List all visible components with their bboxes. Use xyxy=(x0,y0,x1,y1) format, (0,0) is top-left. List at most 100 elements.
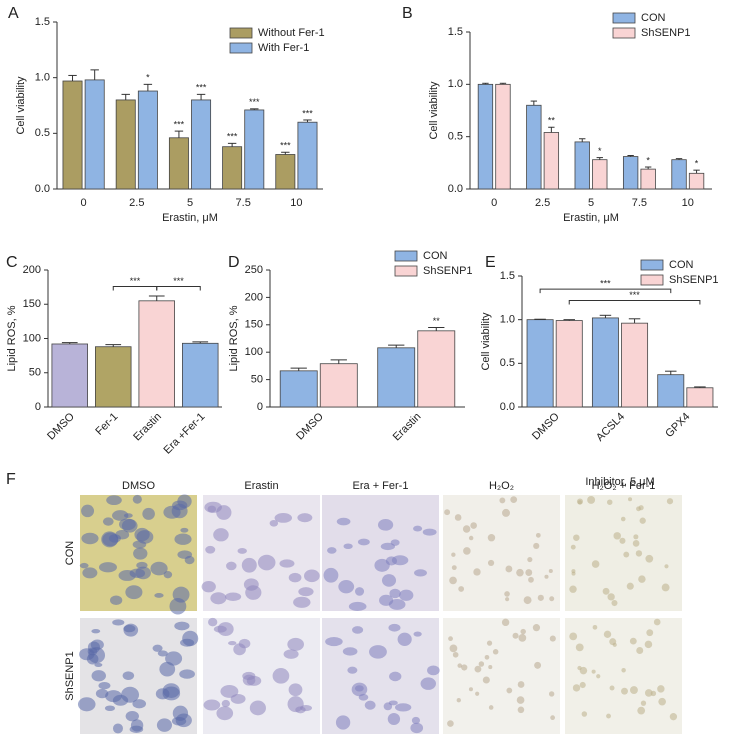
cell-shape xyxy=(640,700,647,706)
cell-shape xyxy=(274,513,293,523)
cell-shape xyxy=(451,552,456,557)
bar xyxy=(686,387,714,408)
bar xyxy=(244,109,265,190)
cell-shape xyxy=(228,640,237,646)
row-label: ShSENP1 xyxy=(64,651,76,701)
cell-shape xyxy=(115,529,130,540)
cell-shape xyxy=(548,569,553,574)
cell-shape xyxy=(213,528,229,542)
error-bar xyxy=(250,108,259,110)
cell-shape xyxy=(288,572,302,583)
y-tick-label: 0.0 xyxy=(500,401,515,413)
cell-shape xyxy=(102,517,114,526)
cell-shape xyxy=(88,647,106,664)
legend-label: CON xyxy=(641,12,666,24)
error-bar xyxy=(68,74,77,82)
bar xyxy=(555,320,583,408)
y-axis-label: Cell viability xyxy=(15,76,27,135)
cell-shape xyxy=(327,547,337,554)
y-tick-label: 1.5 xyxy=(448,26,463,38)
cell-shape xyxy=(462,525,471,533)
cell-shape xyxy=(499,497,506,504)
cell-shape xyxy=(488,705,494,710)
cell-shape xyxy=(456,698,461,703)
cell-shape xyxy=(645,554,654,563)
cell-shape xyxy=(369,645,387,659)
cell-shape xyxy=(505,597,510,602)
y-axis-label: Cell viability xyxy=(480,312,492,371)
cell-shape xyxy=(632,540,640,547)
cell-shape xyxy=(157,650,168,657)
bar xyxy=(526,319,554,408)
error-bar xyxy=(143,83,153,92)
panel-letter: B xyxy=(402,5,413,22)
cell-shape xyxy=(152,644,163,652)
significance-label: *** xyxy=(302,108,313,118)
error-bar xyxy=(196,93,206,100)
y-tick-label: 200 xyxy=(245,291,263,303)
cell-shape xyxy=(343,543,353,550)
cell-shape xyxy=(380,542,396,551)
y-axis-label: Cell viability xyxy=(428,81,440,140)
cell-shape xyxy=(351,682,368,697)
cell-shape xyxy=(596,674,601,679)
cell-shape xyxy=(533,542,540,550)
y-tick-label: 1.0 xyxy=(500,314,515,326)
error-bar xyxy=(599,314,612,318)
cell-shape xyxy=(486,640,493,646)
y-axis-label: Lipid ROS, % xyxy=(6,305,18,371)
legend-label: ShSENP1 xyxy=(423,265,473,277)
cell-shape xyxy=(325,637,343,647)
x-tick-label: 7.5 xyxy=(236,197,251,209)
y-tick-label: 150 xyxy=(23,298,41,310)
cell-shape xyxy=(544,574,549,579)
cell-shape xyxy=(106,495,122,506)
cell-shape xyxy=(620,516,626,522)
cell-shape xyxy=(525,569,533,576)
cell-shape xyxy=(389,588,401,599)
column-label: Erastin xyxy=(244,480,278,492)
cell-shape xyxy=(388,700,398,706)
cell-shape xyxy=(502,508,510,517)
y-tick-label: 50 xyxy=(251,374,263,386)
cell-shape xyxy=(133,547,148,560)
cell-shape xyxy=(165,651,183,666)
error-bar xyxy=(628,318,641,324)
x-tick-label: 0 xyxy=(81,197,87,209)
bar xyxy=(574,141,590,190)
cell-shape xyxy=(532,624,541,632)
x-tick-label: Fer-1 xyxy=(93,411,120,438)
cell-shape xyxy=(237,548,247,554)
cell-shape xyxy=(669,713,678,721)
cell-shape xyxy=(109,595,123,606)
cell-shape xyxy=(77,697,96,712)
bar xyxy=(182,342,219,408)
bar xyxy=(591,317,619,408)
error-bar xyxy=(174,130,184,138)
cell-shape xyxy=(501,618,510,627)
y-tick-label: 1.0 xyxy=(35,72,50,84)
cell-shape xyxy=(226,561,237,571)
cell-shape xyxy=(505,565,513,573)
cell-shape xyxy=(644,689,653,697)
cell-shape xyxy=(323,567,339,583)
significance-label: * xyxy=(695,159,699,169)
cell-shape xyxy=(98,562,117,573)
cell-shape xyxy=(288,683,303,697)
cell-shape xyxy=(104,705,115,712)
error-bar xyxy=(644,166,652,170)
bar xyxy=(671,159,687,190)
cell-shape xyxy=(548,691,555,697)
cell-shape xyxy=(626,582,634,590)
error-bar xyxy=(388,344,405,348)
column-label: DMSO xyxy=(122,480,155,492)
y-tick-label: 250 xyxy=(245,264,263,276)
cell-shape xyxy=(399,589,414,601)
cell-shape xyxy=(611,600,618,607)
bar xyxy=(191,99,212,190)
cell-shape xyxy=(208,617,218,627)
cell-shape xyxy=(81,504,95,518)
x-axis-label: Erastin, μM xyxy=(162,212,218,224)
legend-label: CON xyxy=(423,250,448,262)
cell-shape xyxy=(549,635,556,642)
